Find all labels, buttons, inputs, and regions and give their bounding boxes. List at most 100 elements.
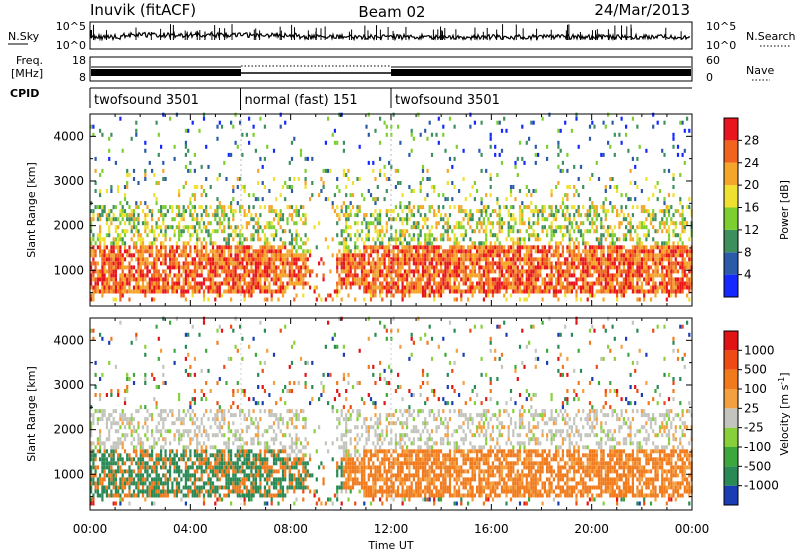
heatmap-cell [561,209,564,214]
heatmap-cell [121,473,124,478]
heatmap-cell [442,225,445,230]
heatmap-cell [230,152,233,157]
heatmap-cell [663,221,666,226]
heatmap-cell [96,237,99,242]
heatmap-cell [516,253,519,258]
heatmap-cell [439,237,443,242]
heatmap-cell [640,265,643,270]
heatmap-cell [476,285,479,290]
heatmap-cell [205,213,208,218]
heatmap-cell [530,209,533,214]
heatmap-cell [415,289,418,294]
heatmap-cell [435,269,438,274]
heatmap-cell [667,241,671,246]
heatmap-cell [223,281,226,286]
heatmap-cell [198,285,201,290]
heatmap-cell [225,213,228,218]
heatmap-cell [209,221,212,226]
heatmap-cell [636,269,639,274]
heatmap-cell [220,269,224,274]
heatmap-cell [397,124,400,129]
heatmap-cell [114,489,117,494]
heatmap-cell [349,265,352,270]
heatmap-cell [654,281,657,286]
heatmap-cell [428,265,431,270]
heatmap-cell [257,257,260,262]
heatmap-cell [135,445,138,450]
heatmap-cell [491,257,494,262]
heatmap-cell [591,221,594,226]
heatmap-cell [629,217,632,222]
heatmap-cell [458,225,461,230]
heatmap-cell [123,469,127,474]
heatmap-cell [397,265,400,270]
heatmap-cell [686,285,689,290]
heatmap-cell [259,265,262,270]
heatmap-cell [419,281,422,286]
heatmap-cell [130,421,133,426]
heatmap-cell [101,465,104,470]
heatmap-cell [232,257,235,262]
heatmap-cell [166,209,169,214]
heatmap-cell [171,245,174,250]
heatmap-cell [367,189,370,193]
heatmap-cell [290,156,294,161]
heatmap-cell [367,261,370,266]
heatmap-cell [541,253,544,258]
heatmap-cell [401,285,404,290]
heatmap-cell [202,116,206,121]
heatmap-cell [329,168,332,173]
heatmap-cell [597,261,601,266]
heatmap-cell [128,465,131,470]
heatmap-cell [245,281,248,286]
heatmap-cell [503,205,506,210]
heatmap-cell [620,221,623,226]
heatmap-cell [354,273,357,278]
heatmap-cell [498,281,501,286]
heatmap-cell [577,213,580,218]
heatmap-cell [638,285,641,290]
heatmap-cell [333,140,336,145]
heatmap-cell [200,241,203,246]
heatmap-cell [211,289,215,294]
heatmap-cell [304,156,307,161]
heatmap-cell [338,289,341,294]
heatmap-cell [487,285,490,290]
heatmap-cell [532,277,535,282]
heatmap-cell [550,205,553,210]
heatmap-cell [135,281,138,286]
heatmap-cell [239,241,242,246]
heatmap-cell [139,457,142,462]
heatmap-cell [137,481,140,486]
heatmap-cell [209,237,212,242]
heatmap-cell [392,245,395,250]
heatmap-cell [117,245,120,250]
heatmap-cell [153,465,156,470]
heatmap-cell [151,273,154,278]
heatmap-cell [223,213,226,218]
heatmap-cell [225,241,228,246]
heatmap-cell [128,249,131,254]
heatmap-cell [430,233,434,238]
heatmap-cell [604,269,607,274]
heatmap-cell [471,245,474,250]
heatmap-cell [220,249,224,254]
heatmap-cell [433,265,436,270]
heatmap-cell [676,289,680,294]
heatmap-cell [257,265,260,270]
heatmap-cell [609,285,612,290]
heatmap-cell [512,237,515,242]
heatmap-cell [101,489,104,494]
heatmap-cell [532,189,535,193]
heatmap-cell [419,273,422,278]
heatmap-cell [360,253,364,258]
heatmap-cell [613,249,616,254]
heatmap-cell [676,261,680,266]
heatmap-cell [164,461,167,466]
heatmap-cell [482,269,485,274]
heatmap-cell [336,253,339,258]
heatmap-cell [182,245,185,250]
heatmap-cell [625,257,628,262]
heatmap-cell [399,233,402,238]
heatmap-cell [123,401,127,406]
